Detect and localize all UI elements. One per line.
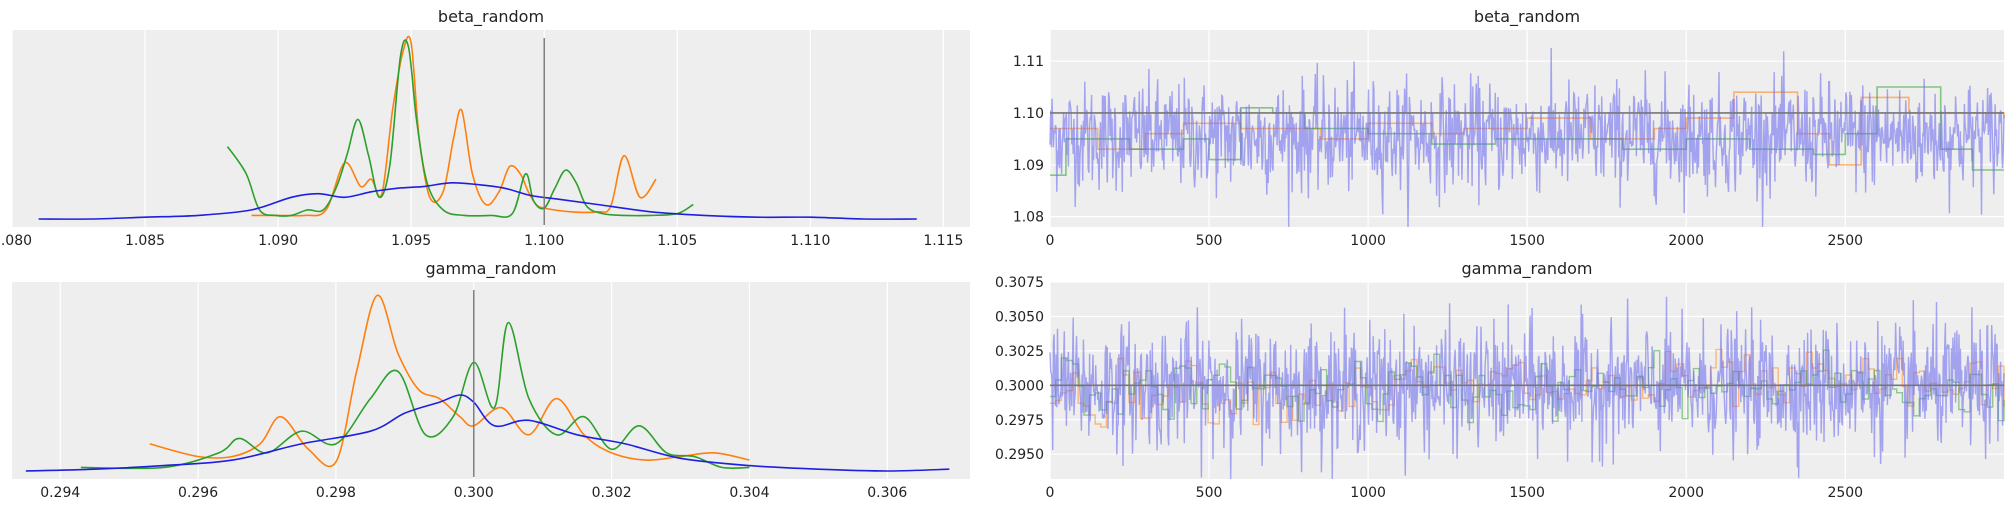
kde-gamma-x-tick-label: 0.304 (729, 485, 769, 501)
trace-beta-x-tick-label: 500 (1196, 233, 1223, 249)
kde-gamma-x-tick-label: 0.298 (316, 485, 356, 501)
trace-beta-series-2 (1049, 47, 2005, 227)
kde-gamma-series-0 (149, 294, 750, 468)
kde-beta-title: beta_random (438, 7, 544, 27)
kde-beta-x-tick-label: 1.110 (790, 233, 830, 249)
trace-gamma-y-tick-label: 0.3000 (995, 378, 1044, 394)
kde-beta-x-tick-label: 1.080 (0, 233, 32, 249)
kde-beta-panel: beta_random 1.080 1.085 1.090 1.095 1.100 1.1… (0, 7, 970, 249)
trace-gamma-panel: gamma_random 0 500 1000 1500 2000 2500 0.2950 0… (995, 259, 2005, 501)
trace-gamma-x-tick-label: 2500 (1827, 485, 1863, 501)
trace-beta-x-tick-label: 2000 (1668, 233, 1704, 249)
trace-gamma-y-tick-label: 0.2950 (995, 447, 1044, 463)
trace-gamma-x-tick-label: 500 (1196, 485, 1223, 501)
kde-gamma-x-tick-label: 0.306 (867, 485, 907, 501)
trace-gamma-x-tick-label: 1000 (1350, 485, 1386, 501)
trace-gamma-title: gamma_random (1462, 259, 1593, 279)
kde-gamma-plot-area (12, 282, 970, 479)
trace-beta-x-tick-label: 0 (1046, 233, 1055, 249)
kde-beta-plot-area (12, 30, 970, 227)
kde-gamma-x-tick-label: 0.302 (592, 485, 632, 501)
kde-gamma-panel: gamma_random 0.294 0.296 0.298 0.300 0.302 0.… (12, 259, 970, 501)
kde-gamma-x-tick-label: 0.294 (40, 485, 80, 501)
trace-beta-x-tick-label: 2500 (1827, 233, 1863, 249)
trace-gamma-x-tick-label: 0 (1046, 485, 1055, 501)
trace-gamma-y-tick-label: 0.3050 (995, 309, 1044, 325)
trace-beta-x-tick-label: 1500 (1509, 233, 1545, 249)
kde-beta-x-tick-label: 1.100 (524, 233, 564, 249)
trace-gamma-y-tick-label: 0.3075 (995, 275, 1044, 291)
kde-beta-x-tick-label: 1.115 (923, 233, 963, 249)
trace-gamma-y-tick-label: 0.2975 (995, 413, 1044, 429)
trace-gamma-x-tick-label: 2000 (1668, 485, 1704, 501)
kde-gamma-x-tick-label: 0.296 (178, 485, 218, 501)
kde-gamma-title: gamma_random (426, 259, 557, 279)
trace-gamma-series-2 (1049, 296, 2005, 479)
kde-beta-series-2 (38, 181, 917, 220)
trace-beta-y-tick-label: 1.10 (1013, 106, 1044, 122)
kde-beta-x-tick-label: 1.095 (391, 233, 431, 249)
trace-gamma-series-0 (1050, 348, 2005, 428)
kde-beta-series-0 (251, 35, 657, 217)
kde-beta-x-tick-label: 1.105 (657, 233, 697, 249)
kde-beta-x-tick-label: 1.085 (125, 233, 165, 249)
trace-gamma-x-tick-label: 1500 (1509, 485, 1545, 501)
kde-gamma-x-tick-label: 0.300 (454, 485, 494, 501)
trace-beta-y-tick-label: 1.09 (1013, 158, 1044, 174)
trace-beta-panel: beta_random 0 500 1000 1500 2000 2500 1.08 1.09… (1013, 7, 2005, 249)
trace-beta-x-tick-label: 1000 (1350, 233, 1386, 249)
kde-beta-x-tick-label: 1.090 (258, 233, 298, 249)
trace-beta-title: beta_random (1474, 7, 1580, 27)
trace-beta-y-tick-label: 1.08 (1013, 210, 1044, 226)
trace-gamma-y-tick-label: 0.3025 (995, 344, 1044, 360)
trace-beta-y-tick-label: 1.11 (1013, 54, 1044, 70)
kde-beta-series-1 (226, 39, 694, 218)
